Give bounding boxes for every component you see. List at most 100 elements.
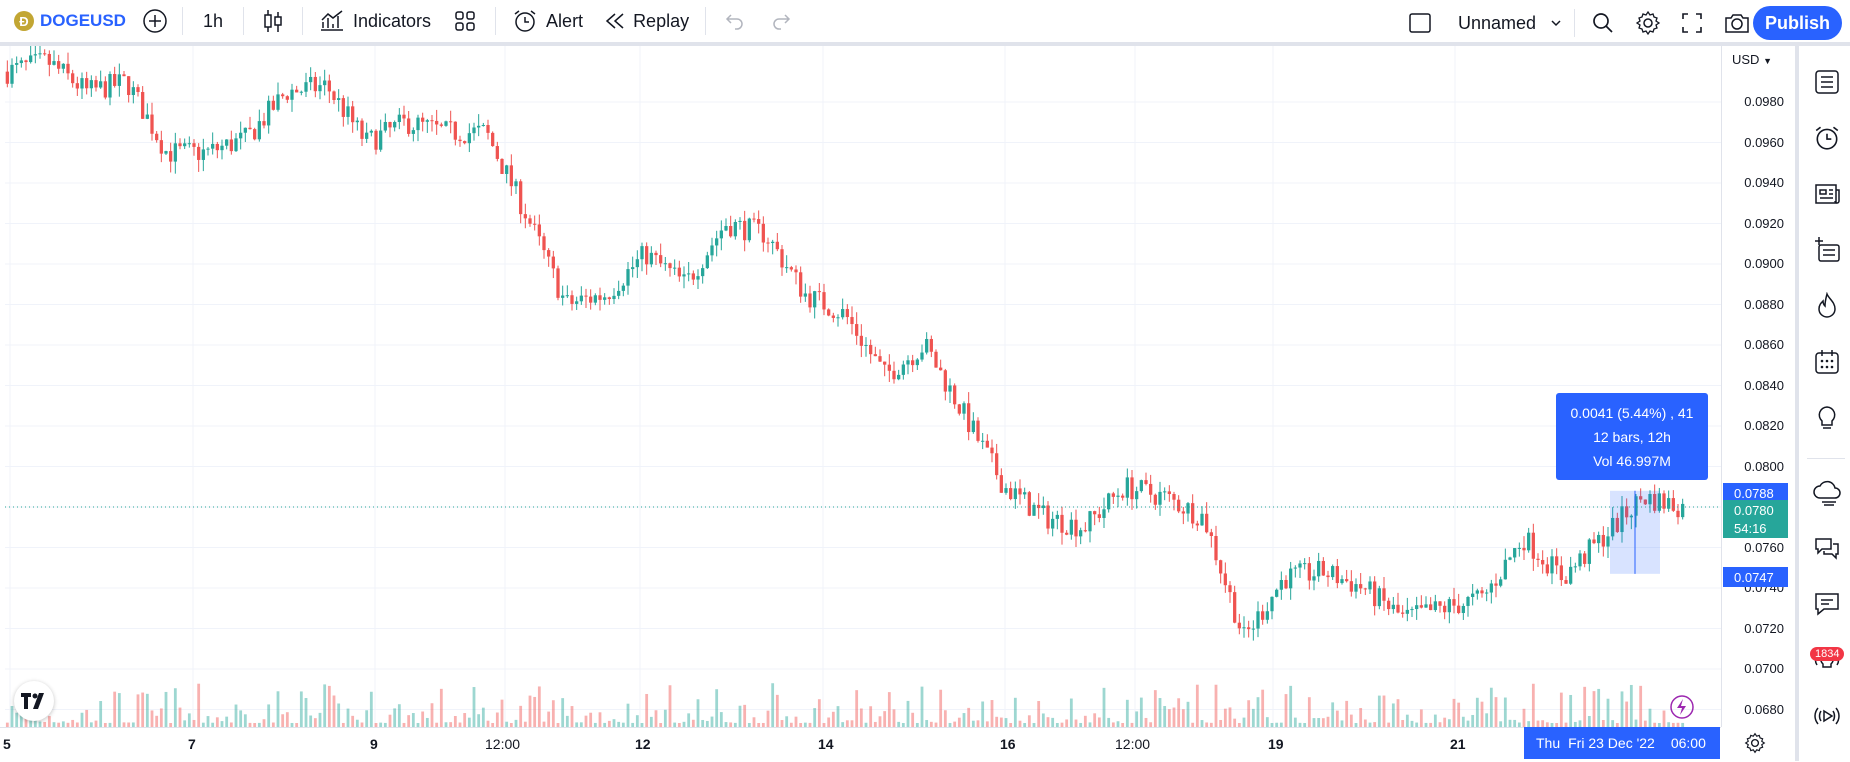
- candle-body: [1013, 488, 1017, 500]
- volume-bar: [1452, 698, 1456, 727]
- range-high-label: 0.0788: [1723, 483, 1788, 503]
- tradingview-logo[interactable]: [14, 681, 54, 721]
- axis-settings-button[interactable]: [1744, 732, 1766, 759]
- candle-body: [379, 130, 383, 150]
- alert-button[interactable]: Alert: [512, 0, 583, 44]
- volume-bar: [486, 720, 490, 727]
- redo-button[interactable]: [770, 0, 792, 44]
- time-tick-label: 12:00: [1115, 736, 1151, 752]
- candle-body: [747, 218, 751, 241]
- candle-body: [724, 225, 728, 231]
- indicators-button[interactable]: Indicators: [319, 0, 431, 44]
- candle-body: [1354, 584, 1358, 592]
- candle-body: [458, 139, 462, 142]
- volume-bar: [15, 712, 19, 727]
- watchlist-button[interactable]: [1811, 66, 1843, 98]
- volume-bar: [94, 720, 98, 727]
- candle-body: [813, 291, 817, 308]
- candle-body: [1111, 493, 1115, 497]
- messages-button[interactable]: [1811, 588, 1843, 620]
- volume-bar: [584, 715, 588, 727]
- volume-bar: [1625, 701, 1629, 727]
- candle-body: [1601, 534, 1605, 547]
- volume-bar: [1354, 723, 1358, 727]
- volume-bar: [962, 713, 966, 727]
- volume-bar: [379, 722, 383, 727]
- volume-bar: [1564, 722, 1568, 727]
- fullscreen-button[interactable]: [1681, 0, 1703, 46]
- candle-body: [5, 71, 9, 84]
- gear-icon: [1744, 732, 1766, 754]
- candle-body: [668, 263, 672, 269]
- alerts-button[interactable]: [1811, 122, 1843, 154]
- volume-bar: [1223, 708, 1227, 727]
- settings-button[interactable]: [1635, 0, 1661, 46]
- layout-button[interactable]: [1408, 0, 1432, 46]
- candle-body: [99, 81, 103, 88]
- layout-name[interactable]: Unnamed: [1458, 12, 1537, 33]
- candle-body: [178, 143, 182, 147]
- search-button[interactable]: [1591, 0, 1615, 46]
- camera-icon: [1725, 14, 1749, 33]
- publish-button[interactable]: Publish: [1752, 6, 1842, 40]
- candle-body: [1097, 514, 1101, 518]
- volume-bar: [47, 716, 51, 727]
- volume-bar: [1573, 721, 1577, 727]
- chart-plot-area[interactable]: [5, 46, 1721, 727]
- chats-button[interactable]: [1811, 532, 1843, 564]
- hotlists-button[interactable]: [1811, 290, 1843, 322]
- price-axis[interactable]: USD ▼ 0.0980 0.0960 0.0940 0.0920 0.0900 0.08…: [1721, 46, 1792, 727]
- volume-bar: [472, 687, 476, 727]
- news-button[interactable]: [1811, 178, 1843, 210]
- volume-bar: [1373, 722, 1377, 727]
- broadcast-button[interactable]: [1811, 700, 1843, 732]
- candle-body: [1555, 556, 1559, 566]
- lightning-button[interactable]: [1669, 694, 1695, 720]
- volume-bar: [771, 683, 775, 727]
- candle-body: [159, 140, 163, 154]
- add-watchlist-button[interactable]: [1811, 234, 1843, 266]
- layout-menu-button[interactable]: [1550, 0, 1562, 46]
- candle-body: [915, 359, 919, 366]
- volume-bar: [281, 714, 285, 727]
- compare-button[interactable]: [142, 0, 168, 44]
- interval-button[interactable]: 1h: [202, 10, 223, 31]
- volume-bar: [360, 722, 364, 727]
- replay-button[interactable]: Replay: [603, 0, 689, 44]
- candle-body: [953, 385, 957, 405]
- notification-badge: 1834: [1810, 647, 1845, 661]
- data-window-button[interactable]: [1811, 476, 1843, 508]
- candle-body: [509, 165, 513, 187]
- candle-body: [332, 91, 336, 100]
- candlestick-chart[interactable]: [5, 46, 1721, 727]
- chevron-down-icon: ▼: [1763, 56, 1772, 66]
- volume-bar: [197, 683, 201, 727]
- volume-bar: [1125, 699, 1129, 727]
- ideas-button[interactable]: [1811, 402, 1843, 434]
- volume-bar: [645, 693, 649, 727]
- price-tick-label: 0.0900: [1744, 256, 1784, 271]
- templates-button[interactable]: [453, 0, 477, 44]
- volume-bar: [337, 703, 341, 727]
- candle-body: [1237, 622, 1241, 629]
- volume-bar: [1219, 719, 1223, 727]
- candle-body: [1083, 530, 1087, 532]
- time-axis[interactable]: 5 7 9 12:00 12 14 16 12:00 19 21: [0, 727, 1721, 762]
- snapshot-button[interactable]: [1723, 0, 1751, 46]
- calendar-icon: [1815, 350, 1839, 374]
- candle-body: [1065, 532, 1069, 535]
- undo-button[interactable]: [724, 0, 746, 44]
- chart-type-button[interactable]: [262, 0, 284, 44]
- candle-body: [234, 138, 238, 152]
- candle-body: [649, 252, 653, 265]
- candle-body: [985, 440, 989, 448]
- symbol-search-button[interactable]: DOGEUSD: [40, 11, 126, 30]
- candle-body: [1671, 498, 1675, 511]
- volume-bar: [435, 722, 439, 727]
- volume-bar: [1079, 722, 1083, 727]
- calendar-button[interactable]: [1811, 346, 1843, 378]
- candle-body: [393, 122, 397, 128]
- volume-bar: [579, 722, 583, 727]
- currency-button[interactable]: USD ▼: [1732, 52, 1772, 67]
- volume-bar: [1331, 702, 1335, 727]
